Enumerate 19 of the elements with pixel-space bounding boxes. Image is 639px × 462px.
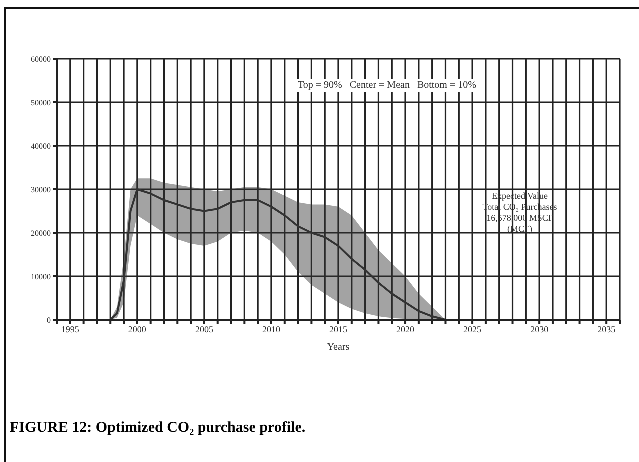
x-tick-label: 2025 (464, 324, 482, 334)
x-axis-title: Years (327, 342, 350, 353)
x-tick-label: 2035 (598, 324, 616, 334)
y-tick-label: 60000 (31, 54, 51, 64)
y-tick-label: 10000 (31, 272, 51, 282)
y-tick-label: 40000 (31, 142, 51, 151)
y-tick-label: 20000 (31, 228, 51, 238)
text: FIGURE 12: Optimized CO₂ purchase profile. (10, 420, 306, 436)
x-tick-label: 2005 (195, 324, 214, 334)
y-tick-label: 30000 (31, 185, 51, 194)
x-tick-label: 2020 (396, 324, 416, 334)
y-tick-label: 50000 (31, 98, 51, 108)
annotation: Top = 90% Center = Mean Bottom = 10% (290, 79, 484, 92)
x-tick-label: 2030 (530, 324, 550, 334)
y-tick-label: 0 (47, 316, 51, 325)
x-tick-label: 1995 (61, 324, 80, 334)
x-tick-label: 2015 (330, 324, 348, 334)
x-tick-label: 2000 (128, 324, 147, 334)
x-tick-label: 2010 (262, 324, 281, 334)
